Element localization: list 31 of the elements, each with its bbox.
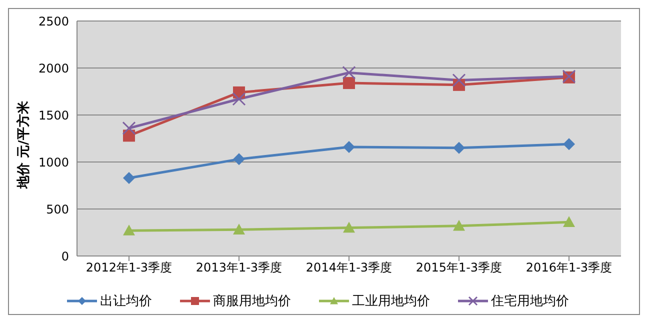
point	[342, 66, 356, 80]
x-tick-label: 2013年1-3季度	[196, 260, 282, 275]
y-tick-label: 0	[61, 249, 69, 264]
point	[343, 222, 355, 233]
point	[343, 77, 355, 90]
point	[232, 92, 246, 106]
x-tick-label: 2012年1-3季度	[86, 260, 172, 275]
x-tick-label: 2014年1-3季度	[306, 260, 392, 275]
point	[233, 224, 245, 234]
legend-label: 商服用地均价	[213, 293, 291, 310]
point	[343, 140, 355, 153]
y-tick-label: 500	[46, 202, 69, 216]
x-tick-label: 2015年1-3季度	[416, 260, 502, 275]
legend-label: 工业用地均价	[352, 293, 430, 310]
y-tick-label: 1000	[38, 155, 69, 170]
point	[563, 216, 575, 227]
legend-label: 住宅用地均价	[491, 293, 569, 310]
y-tick-label: 2000	[38, 61, 69, 76]
point	[453, 220, 465, 231]
y-tick-label: 1500	[38, 108, 69, 122]
legend-label: 出让均价	[100, 293, 152, 310]
point	[563, 138, 575, 150]
point	[233, 153, 245, 166]
point	[122, 121, 136, 135]
point	[123, 172, 135, 184]
y-tick-label: 2500	[38, 14, 69, 28]
x-tick-label: 2016年1-3季度	[526, 260, 612, 275]
y-axis-title: 地价 元/平方米	[16, 100, 32, 190]
point	[123, 224, 135, 236]
point	[452, 73, 466, 87]
point	[453, 142, 465, 154]
